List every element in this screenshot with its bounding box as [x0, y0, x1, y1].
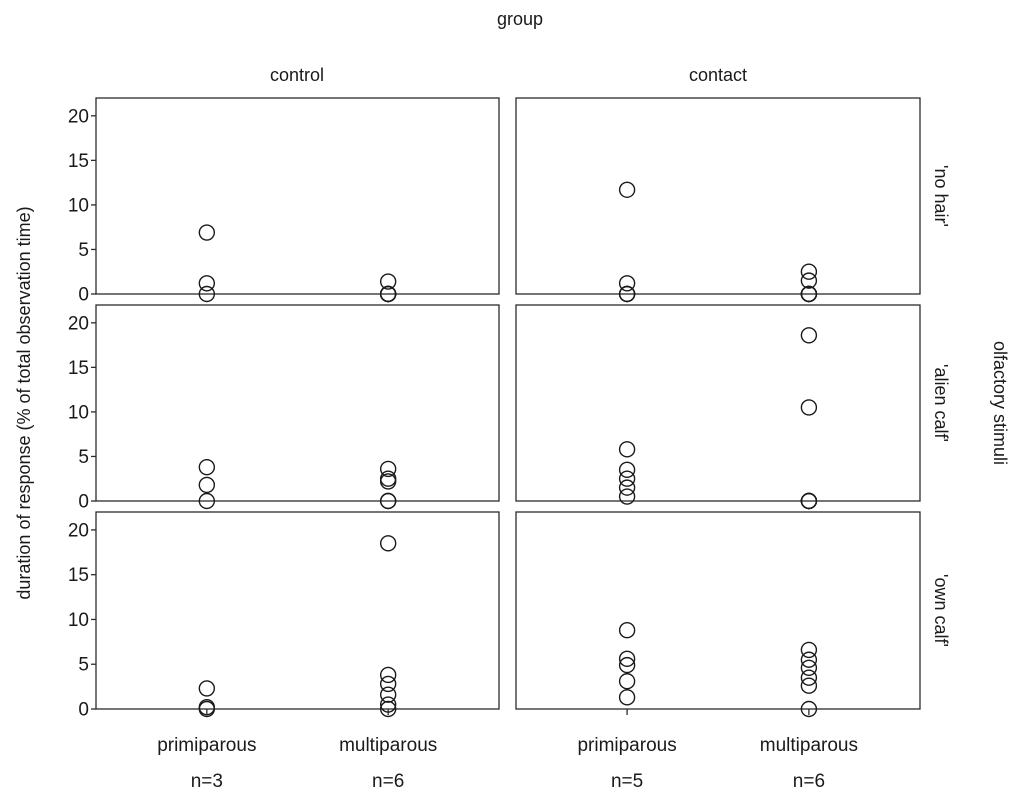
- data-point-contact-own-calf-multiparous-2: [800, 669, 818, 686]
- data-point-control-own-calf-multiparous-3: [379, 675, 397, 693]
- data-point-contact-own-calf-multiparous-1: [800, 677, 818, 694]
- panel-frame-contact-alien-calf: [515, 304, 921, 502]
- chart-title: group: [497, 9, 543, 29]
- data-point-contact-own-calf-primiparous-3: [618, 650, 636, 668]
- y-axis-label: duration of response (% of total observa…: [14, 206, 34, 599]
- data-point-contact-alien-calf-multiparous-3: [800, 492, 818, 510]
- x-tick-label-contact-multiparous: multiparous: [760, 735, 858, 756]
- row-facet-axis-title: olfactory stimuli: [990, 341, 1010, 465]
- n-label-contact-multiparous: n=6: [793, 771, 825, 792]
- data-point-contact-alien-calf-multiparous-4: [800, 399, 818, 416]
- y-tick-label-no-hair-0: 0: [78, 285, 89, 306]
- row-facet-no-hair: 'no hair': [931, 165, 951, 227]
- data-point-control-alien-calf-multiparous-3: [379, 470, 397, 487]
- x-tick-label-control-primiparous: primiparous: [157, 735, 256, 756]
- data-point-control-own-calf-primiparous-2: [198, 680, 216, 697]
- y-tick-label-alien-calf-0: 0: [78, 492, 89, 513]
- data-point-control-no-hair-multiparous-4: [379, 285, 397, 303]
- data-point-control-alien-calf-multiparous-1: [379, 492, 397, 510]
- x-tick-label-control-multiparous: multiparous: [339, 735, 437, 756]
- y-tick-label-alien-calf-15: 15: [68, 358, 89, 379]
- data-point-contact-no-hair-primiparous-2: [618, 285, 636, 303]
- y-tick-label-own-calf-20: 20: [68, 520, 89, 541]
- data-point-contact-alien-calf-primiparous-0: [618, 488, 636, 505]
- panel-frame-control-no-hair: [95, 97, 500, 295]
- data-point-contact-alien-calf-primiparous-2: [618, 470, 636, 487]
- data-point-contact-own-calf-primiparous-4: [618, 622, 636, 639]
- data-point-control-no-hair-primiparous-1: [198, 275, 216, 292]
- y-tick-label-no-hair-20: 20: [68, 106, 89, 127]
- y-tick-label-alien-calf-10: 10: [68, 402, 89, 423]
- n-label-contact-primiparous: n=5: [611, 771, 643, 792]
- data-point-contact-no-hair-multiparous-5: [800, 263, 818, 280]
- data-point-control-own-calf-multiparous-2: [379, 686, 397, 703]
- data-point-contact-no-hair-primiparous-3: [618, 275, 636, 292]
- data-point-control-alien-calf-primiparous-2: [198, 458, 216, 476]
- y-tick-label-own-calf-5: 5: [78, 655, 89, 676]
- data-point-contact-own-calf-multiparous-3: [800, 659, 818, 677]
- data-point-contact-alien-calf-multiparous-5: [800, 327, 818, 344]
- data-point-control-no-hair-primiparous-2: [198, 224, 216, 241]
- y-tick-label-alien-calf-20: 20: [68, 313, 89, 334]
- y-tick-label-no-hair-5: 5: [78, 240, 89, 261]
- n-label-control-primiparous: n=3: [191, 771, 223, 792]
- data-point-contact-no-hair-multiparous-3: [800, 285, 818, 303]
- panels-group: 0 5 10 15 20 0 5 10 15 20 0 5 10 15 20 'no hair' 'alien …: [68, 97, 951, 792]
- row-facet-alien-calf: 'alien calf': [931, 364, 951, 442]
- data-point-control-no-hair-primiparous-0: [198, 285, 216, 303]
- data-point-contact-alien-calf-primiparous-4: [618, 441, 636, 458]
- y-tick-label-own-calf-15: 15: [68, 565, 89, 586]
- x-tick-label-contact-primiparous: primiparous: [577, 735, 676, 756]
- panel-frame-contact-no-hair: [515, 97, 921, 295]
- data-point-contact-own-calf-multiparous-4: [800, 651, 818, 668]
- data-point-control-alien-calf-multiparous-4: [379, 460, 397, 478]
- data-point-contact-own-calf-primiparous-1: [618, 673, 636, 690]
- data-point-control-alien-calf-primiparous-1: [198, 476, 216, 494]
- data-point-contact-no-hair-multiparous-4: [800, 272, 818, 289]
- data-point-contact-own-calf-primiparous-2: [618, 656, 636, 674]
- panel-frame-control-alien-calf: [95, 304, 500, 502]
- panel-frame-control-own-calf: [95, 511, 500, 710]
- y-tick-label-own-calf-0: 0: [78, 700, 89, 721]
- data-point-control-own-calf-primiparous-1: [198, 699, 216, 716]
- data-point-control-own-calf-multiparous-5: [379, 535, 397, 552]
- y-tick-label-own-calf-10: 10: [68, 610, 89, 631]
- data-point-contact-own-calf-primiparous-0: [618, 689, 636, 706]
- data-point-control-own-calf-multiparous-4: [379, 666, 397, 684]
- column-facet-control: control: [270, 65, 324, 85]
- n-label-control-multiparous: n=6: [372, 771, 404, 792]
- data-point-control-alien-calf-primiparous-0: [198, 492, 216, 510]
- data-point-contact-no-hair-primiparous-4: [618, 181, 636, 198]
- data-point-contact-own-calf-multiparous-5: [800, 641, 818, 659]
- data-point-control-own-calf-multiparous-1: [379, 696, 397, 713]
- data-point-contact-alien-calf-primiparous-3: [618, 461, 636, 479]
- column-facet-contact: contact: [689, 65, 747, 85]
- data-point-contact-own-calf-multiparous-0: [800, 700, 818, 718]
- y-tick-label-no-hair-15: 15: [68, 151, 89, 172]
- panel-frame-contact-own-calf: [515, 511, 921, 710]
- row-facet-own-calf: 'own calf': [931, 574, 951, 647]
- y-tick-label-no-hair-10: 10: [68, 195, 89, 216]
- data-point-control-no-hair-multiparous-5: [379, 273, 397, 290]
- data-point-contact-alien-calf-primiparous-1: [618, 479, 636, 496]
- y-tick-label-alien-calf-5: 5: [78, 447, 89, 468]
